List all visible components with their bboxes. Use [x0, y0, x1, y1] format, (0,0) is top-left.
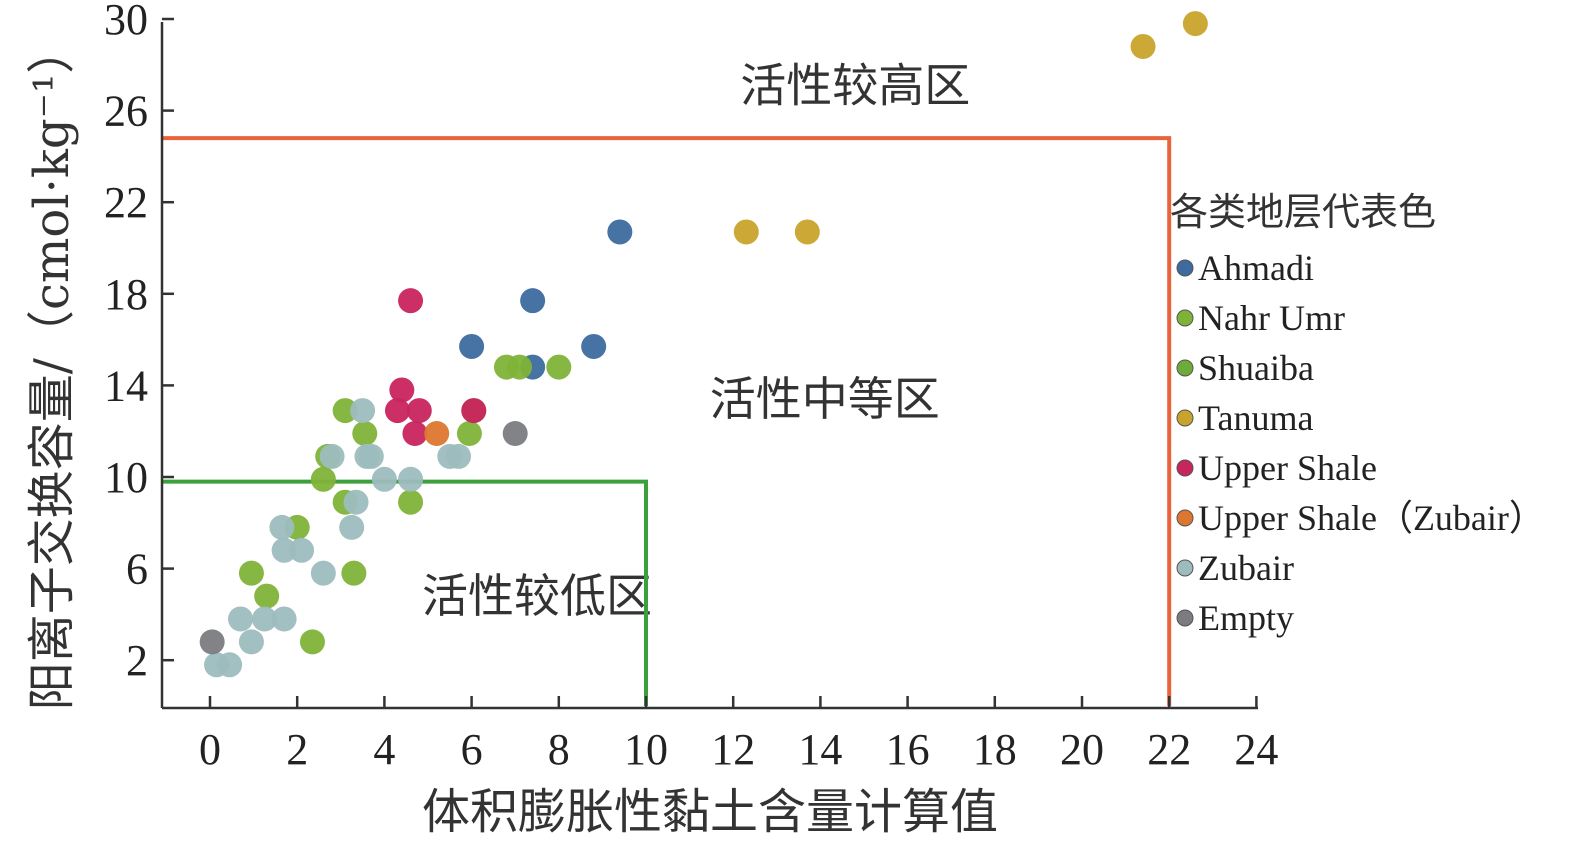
point-empty	[502, 420, 528, 446]
x-tick-label: 4	[373, 725, 395, 774]
point-zubair	[358, 443, 384, 469]
x-tick-label: 10	[624, 725, 668, 774]
x-ticks: 0 2 4 6 8 10 12 14 16 18 20 22 24	[199, 696, 1278, 774]
point-nahr-umr	[352, 420, 378, 446]
legend-marker	[1176, 559, 1194, 577]
region-label-high: 活性较高区	[740, 58, 970, 112]
x-tick-label: 22	[1147, 725, 1191, 774]
point-upper-shale	[398, 288, 424, 314]
legend-marker	[1176, 259, 1194, 277]
legend-label: Upper Shale（Zubair）	[1198, 498, 1545, 538]
point-zubair	[289, 537, 315, 563]
legend-label: Shuaiba	[1198, 348, 1314, 388]
point-upper-shale	[402, 420, 428, 446]
point-upper-shale-zubair	[424, 420, 450, 446]
point-upper-shale	[384, 398, 410, 424]
y-axis-title: 阳离子交换容量/（cmol·kg⁻¹）	[24, 26, 80, 710]
region-label-low: 活性较低区	[422, 569, 652, 623]
region-boundaries	[162, 136, 1172, 706]
x-tick-label: 18	[973, 725, 1017, 774]
legend-label: Zubair	[1198, 548, 1294, 588]
point-nahr-umr	[546, 354, 572, 380]
point-zubair	[446, 443, 472, 469]
point-nahr-umr	[332, 398, 358, 424]
point-nahr-umr	[341, 560, 367, 586]
point-zubair	[271, 537, 297, 563]
point-ahmadi	[607, 219, 633, 245]
legend-label: Upper Shale	[1198, 448, 1377, 488]
point-zubair	[371, 466, 397, 492]
point-upper-shale	[406, 398, 432, 424]
point-empty	[199, 629, 225, 655]
point-upper-shale	[389, 377, 415, 403]
x-tick-label: 0	[199, 725, 221, 774]
point-zubair	[271, 606, 297, 632]
legend-label: Tanuma	[1198, 398, 1313, 438]
x-tick-label: 14	[798, 725, 842, 774]
point-nahr-umr	[299, 629, 325, 655]
point-zubair	[217, 652, 243, 678]
legend-label: Ahmadi	[1198, 248, 1314, 288]
point-nahr-umr	[456, 420, 482, 446]
legend-items: Ahmadi Nahr Umr Shuaiba Tanuma Upper Shale Up…	[1176, 248, 1545, 638]
legend-marker	[1176, 459, 1194, 477]
point-zubair	[238, 629, 264, 655]
point-nahr-umr	[254, 583, 280, 609]
point-zubair	[398, 466, 424, 492]
point-tanuma	[1130, 33, 1156, 59]
x-tick-label: 16	[886, 725, 930, 774]
x-tick-label: 20	[1060, 725, 1104, 774]
point-nahr-umr	[310, 466, 336, 492]
point-tanuma	[733, 219, 759, 245]
point-tanuma	[1182, 11, 1208, 37]
point-zubair	[269, 514, 295, 540]
point-ahmadi	[459, 333, 485, 359]
legend-marker	[1176, 509, 1194, 527]
point-zubair	[310, 560, 336, 586]
point-zubair	[319, 443, 345, 469]
point-ahmadi	[520, 288, 546, 314]
x-tick-label: 8	[548, 725, 570, 774]
legend-label: Empty	[1198, 598, 1294, 638]
point-nahr-umr	[238, 560, 264, 586]
point-zubair	[343, 489, 369, 515]
point-tanuma	[794, 219, 820, 245]
point-zubair	[350, 398, 376, 424]
point-zubair	[339, 514, 365, 540]
x-tick-label: 2	[286, 725, 308, 774]
y-tick-label: 6	[126, 545, 148, 594]
y-tick-label: 10	[104, 453, 148, 502]
point-nahr-umr	[398, 489, 424, 515]
legend-marker	[1176, 409, 1194, 427]
x-tick-label: 24	[1234, 725, 1278, 774]
legend-marker	[1176, 609, 1194, 627]
point-upper-shale	[461, 398, 487, 424]
point-zubair	[228, 606, 254, 632]
legend: 各类地层代表色 Ahmadi Nahr Umr Shuaiba Tanuma Upper…	[1170, 190, 1545, 638]
y-tick-label: 26	[104, 87, 148, 136]
region-label-medium: 活性中等区	[710, 372, 940, 426]
y-tick-label: 30	[104, 0, 148, 44]
y-tick-label: 18	[104, 270, 148, 319]
point-nahr-umr	[507, 354, 533, 380]
y-tick-label: 22	[104, 178, 148, 227]
legend-label: Nahr Umr	[1198, 298, 1345, 338]
y-tick-label: 14	[104, 361, 148, 410]
scatter-points	[199, 11, 1208, 678]
x-axis-title: 体积膨胀性黏土含量计算值	[422, 784, 998, 840]
point-ahmadi	[581, 333, 607, 359]
high-boundary-line	[162, 136, 1172, 706]
point-zubair	[252, 606, 277, 632]
x-tick-label: 12	[711, 725, 755, 774]
legend-marker	[1176, 309, 1194, 327]
legend-marker	[1176, 359, 1194, 377]
legend-title: 各类地层代表色	[1170, 190, 1436, 234]
x-tick-label: 6	[461, 725, 483, 774]
y-tick-label: 2	[126, 636, 148, 685]
